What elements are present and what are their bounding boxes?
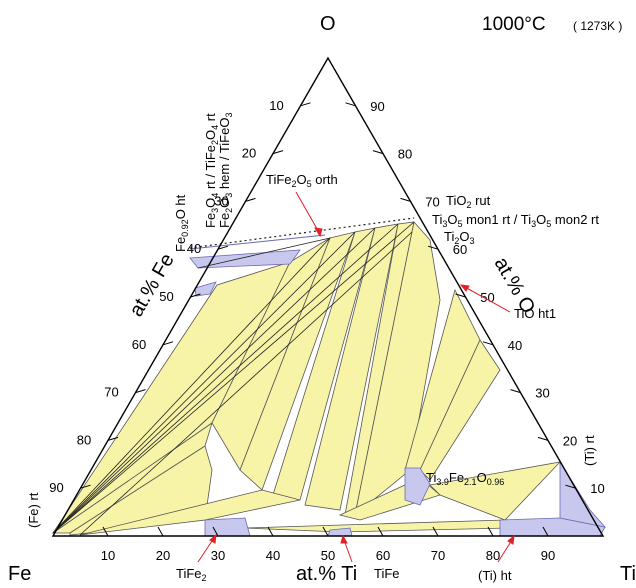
left-axis-tick-label: 90 (49, 480, 63, 495)
bottom-axis-tick-mark (377, 526, 384, 537)
phase-fe-low (194, 281, 217, 297)
left-axis-tick-mark (300, 102, 311, 107)
left-axis-tick-label: 80 (77, 432, 91, 447)
right-axis-tick-mark (565, 484, 576, 489)
left-axis-tick-label: 10 (269, 98, 283, 113)
label-tife2o5-orth: TiFe2O5 orth (266, 172, 338, 189)
oxide-blue-line (189, 234, 326, 250)
bottom-axis-tick-label: 40 (266, 548, 280, 563)
bottom-axis-tick-label: 80 (486, 548, 500, 563)
label-tio2-rut: TiO2 rut (446, 193, 491, 210)
bottom-axis-tick-label: 60 (376, 548, 390, 563)
bottom-axis-tick-mark (322, 526, 329, 537)
label-ti-rt: (Ti) rt (582, 435, 597, 466)
bottom-axis-tick-mark (432, 526, 439, 537)
bottom-axis-tick-label: 10 (101, 548, 115, 563)
phase-tife2 (204, 517, 251, 537)
left-axis-tick-mark (245, 197, 256, 202)
right-axis-tick-label: 30 (535, 386, 549, 401)
phase-regions (51, 221, 607, 537)
right-axis-tick-mark (510, 389, 521, 394)
temperature-label: 1000°C (482, 14, 546, 35)
right-axis-tick-label: 90 (370, 99, 384, 114)
left-axis-tick-mark (135, 389, 146, 394)
field-ti-oxide-mid (354, 221, 441, 517)
left-axis-tick-label: 30 (214, 193, 228, 208)
field-right-lower (419, 339, 501, 481)
bottom-axis-tick-label: 90 (541, 548, 555, 563)
right-axis-tick-mark (537, 436, 549, 441)
left-axis-tick-mark (107, 436, 119, 441)
field-bottom-band (79, 489, 301, 536)
label-ti39fe21o096: Ti3.9Fe2.1O0.96 (426, 470, 504, 487)
label-feo-ht: Fe0.92O ht (173, 194, 190, 252)
bottom-axis-tick-mark (102, 526, 109, 537)
phase-ti-rt (559, 460, 607, 528)
field-ti-bottom (244, 519, 511, 533)
left-axis-tick-mark (217, 245, 229, 250)
left-axis-tick-label: 60 (132, 337, 146, 352)
left-axis-tick-mark (190, 293, 201, 298)
phase-ti-ht (499, 517, 606, 537)
label-fe2o3-tifeo3: Fe2O3 hem / TiFeO3 (217, 113, 234, 228)
right-axis-tick-label: 40 (508, 338, 522, 353)
right-axis-tick-label: 70 (425, 194, 439, 209)
left-axis-tick-label: 50 (159, 289, 173, 304)
phase-ti39fe21o (404, 467, 431, 506)
bottom-axis-tick-mark (487, 526, 494, 537)
bottom-axis-tick-mark (542, 526, 549, 537)
left-axis-tick-label: 20 (242, 146, 256, 161)
label-tife: TiFe (374, 566, 400, 581)
bottom-axis-ticks: 10 20 30 40 50 60 70 80 90 (101, 526, 555, 563)
bottom-axis-tick-label: 30 (211, 548, 225, 563)
right-axis-tick-label: 20 (563, 433, 577, 448)
right-axis-tick-mark (455, 293, 466, 298)
right-axis-tick-label: 80 (398, 147, 412, 162)
label-arrows (197, 191, 515, 563)
bottom-axis-title: at.% Ti (296, 563, 357, 585)
label-ti2o3: Ti2O3 (444, 229, 475, 246)
label-ti-ht: (Ti) ht (478, 568, 512, 583)
right-axis-tick-mark (482, 341, 494, 346)
corner-label-bottom-right: Ti (620, 563, 636, 585)
field-fan-3 (304, 223, 399, 511)
left-axis-tick-mark (80, 484, 91, 489)
tie-lines (52, 221, 415, 536)
left-axis-tick-mark (162, 341, 174, 346)
label-tio-ht1: TiO ht1 (514, 306, 556, 321)
label-fe-rt: (Fe) rt (26, 492, 41, 528)
right-axis-tick-label: 10 (590, 481, 604, 496)
temperature-kelvin-label: ( 1273K ) (573, 19, 622, 33)
left-axis-tick-label: 70 (104, 385, 118, 400)
bottom-axis-tick-mark (267, 526, 274, 537)
bottom-axis-tick-label: 20 (156, 548, 170, 563)
right-axis-tick-label: 60 (453, 242, 467, 257)
label-ti3o5: Ti3O5 mon1 rt / Ti3O5 mon2 rt (432, 212, 599, 229)
right-axis-tick-mark (372, 150, 384, 155)
right-axis-tick-mark (400, 197, 411, 202)
corner-label-top: O (320, 13, 336, 35)
left-axis-ticks: 10 20 30 40 50 60 70 80 90 (49, 98, 311, 495)
bottom-axis-tick-mark (157, 526, 164, 537)
left-axis-tick-label: 40 (187, 241, 201, 256)
label-fe3o4-tife2o4: Fe3O4 rt / TiFe2O4 rt (203, 113, 220, 228)
bottom-axis-tick-label: 50 (321, 548, 335, 563)
left-axis-title: at.% Fe (125, 250, 179, 321)
right-axis-tick-mark (427, 245, 439, 250)
right-axis-tick-mark (345, 102, 356, 107)
bottom-axis-tick-mark (212, 526, 219, 537)
label-tife2: TiFe2 (176, 566, 207, 583)
corner-label-bottom-left: Fe (8, 563, 31, 585)
bottom-axis-tick-label: 70 (431, 548, 445, 563)
left-axis-tick-mark (272, 150, 284, 155)
